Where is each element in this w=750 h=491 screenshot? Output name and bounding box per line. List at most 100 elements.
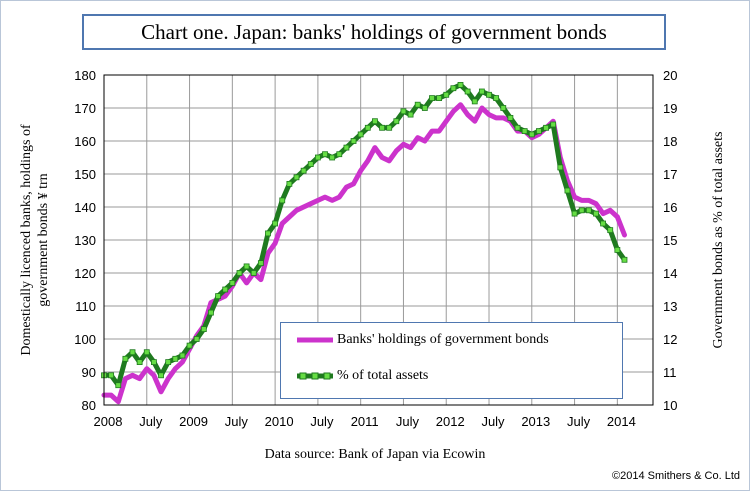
left-axis-ticks: 80 90 100 110 120 130 140 150 160 170 180 <box>74 68 96 413</box>
percent-data-point <box>550 121 557 128</box>
percent-data-point <box>314 154 321 161</box>
percent-data-point <box>257 260 264 267</box>
left-tick-label: 90 <box>82 365 96 380</box>
percent-data-point <box>350 138 357 144</box>
percent-data-point <box>571 210 578 217</box>
copyright-note: ©2014 Smithers & Co. Ltd <box>612 470 740 482</box>
percent-data-point <box>564 187 571 194</box>
left-tick-label: 120 <box>74 266 96 281</box>
right-tick-label: 14 <box>663 266 677 281</box>
x-tick-label: July <box>225 414 249 429</box>
percent-data-point <box>500 105 507 111</box>
legend-swatch-percent <box>297 365 333 387</box>
left-tick-label: 160 <box>74 134 96 149</box>
percent-data-point <box>514 124 521 131</box>
percent-data-point <box>507 115 514 121</box>
left-tick-label: 150 <box>74 167 96 182</box>
right-tick-label: 13 <box>663 299 677 314</box>
percent-data-point <box>585 207 592 214</box>
percent-data-point <box>600 220 606 227</box>
percent-data-point <box>265 230 271 237</box>
right-tick-label: 18 <box>663 134 677 149</box>
percent-data-point <box>272 220 279 227</box>
left-tick-label: 80 <box>82 398 96 413</box>
percent-data-point <box>478 88 485 95</box>
percent-data-point <box>165 359 172 366</box>
percent-data-point <box>158 372 164 379</box>
percent-data-point <box>400 108 407 115</box>
left-tick-label: 110 <box>75 299 96 314</box>
percent-data-point <box>429 95 435 101</box>
percent-data-point <box>122 355 129 362</box>
percent-data-point <box>293 174 300 181</box>
percent-data-point <box>607 227 614 234</box>
percent-data-point <box>407 111 414 118</box>
percent-data-point <box>443 91 450 98</box>
percent-data-point <box>343 144 350 151</box>
left-tick-label: 180 <box>74 68 96 83</box>
plot-area-border <box>103 74 654 406</box>
percent-data-point <box>307 161 314 168</box>
right-tick-label: 20 <box>663 68 677 83</box>
percent-data-point <box>222 286 229 293</box>
legend-label-holdings: Banks' holdings of government bonds <box>337 332 549 347</box>
right-tick-label: 12 <box>663 332 677 347</box>
x-tick-label: 2008 <box>94 414 123 429</box>
percent-data-point <box>364 124 371 131</box>
percent-data-point <box>414 101 421 108</box>
percent-data-point <box>322 151 328 158</box>
right-tick-label: 15 <box>663 233 677 248</box>
x-tick-label: July <box>481 414 505 429</box>
percent-data-point <box>229 279 236 286</box>
x-tick-label: 2012 <box>436 414 465 429</box>
percent-data-point <box>372 118 378 125</box>
percent-data-point <box>136 359 143 366</box>
percent-data-point <box>578 207 585 214</box>
percent-data-point <box>179 352 186 359</box>
percent-data-point <box>215 293 221 300</box>
legend-item-percent: % of total assets <box>297 365 428 387</box>
left-axis-label-line1: Domestically licenced banks, holdings of <box>19 124 34 356</box>
percent-data-point <box>143 349 150 356</box>
percent-data-point <box>186 342 193 349</box>
percent-data-point <box>486 91 492 98</box>
percent-data-point <box>436 95 443 101</box>
percent-data-point <box>421 105 428 111</box>
legend-label-percent: % of total assets <box>337 368 429 383</box>
percent-data-point <box>286 180 293 187</box>
percent-data-point <box>236 270 243 276</box>
percent-data-point <box>193 336 200 342</box>
right-axis-ticks: 10 11 12 13 14 15 16 17 18 19 20 <box>663 68 677 413</box>
percent-data-point <box>593 210 599 217</box>
right-tick-label: 19 <box>663 101 677 116</box>
percent-data-point <box>243 263 250 270</box>
right-tick-label: 16 <box>663 200 677 215</box>
percent-data-point <box>536 128 542 135</box>
right-tick-label: 10 <box>663 398 677 413</box>
percent-data-point <box>464 88 471 95</box>
x-tick-label: July <box>310 414 334 429</box>
percent-data-point <box>300 167 307 174</box>
x-tick-label: July <box>139 414 163 429</box>
left-tick-label: 170 <box>74 101 96 116</box>
percent-data-point <box>250 270 257 276</box>
percent-data-point <box>115 382 122 389</box>
x-tick-label: 2009 <box>179 414 208 429</box>
percent-data-point <box>357 131 364 138</box>
percent-data-point <box>172 355 179 362</box>
percent-data-point <box>393 118 400 125</box>
left-tick-label: 100 <box>74 332 96 347</box>
x-tick-label: July <box>396 414 420 429</box>
percent-data-point <box>543 124 549 131</box>
percent-data-point <box>129 349 136 356</box>
percent-data-point <box>108 372 115 379</box>
percent-data-point <box>528 131 535 138</box>
right-axis-label: Government bonds as % of total assets <box>711 132 726 349</box>
percent-data-point <box>521 128 528 135</box>
legend-swatch-holdings <box>297 329 333 351</box>
percent-data-point <box>471 98 478 105</box>
x-tick-label: 2013 <box>521 414 550 429</box>
chart-title: Chart one. Japan: banks' holdings of gov… <box>82 14 666 50</box>
right-tick-label: 11 <box>663 365 677 380</box>
